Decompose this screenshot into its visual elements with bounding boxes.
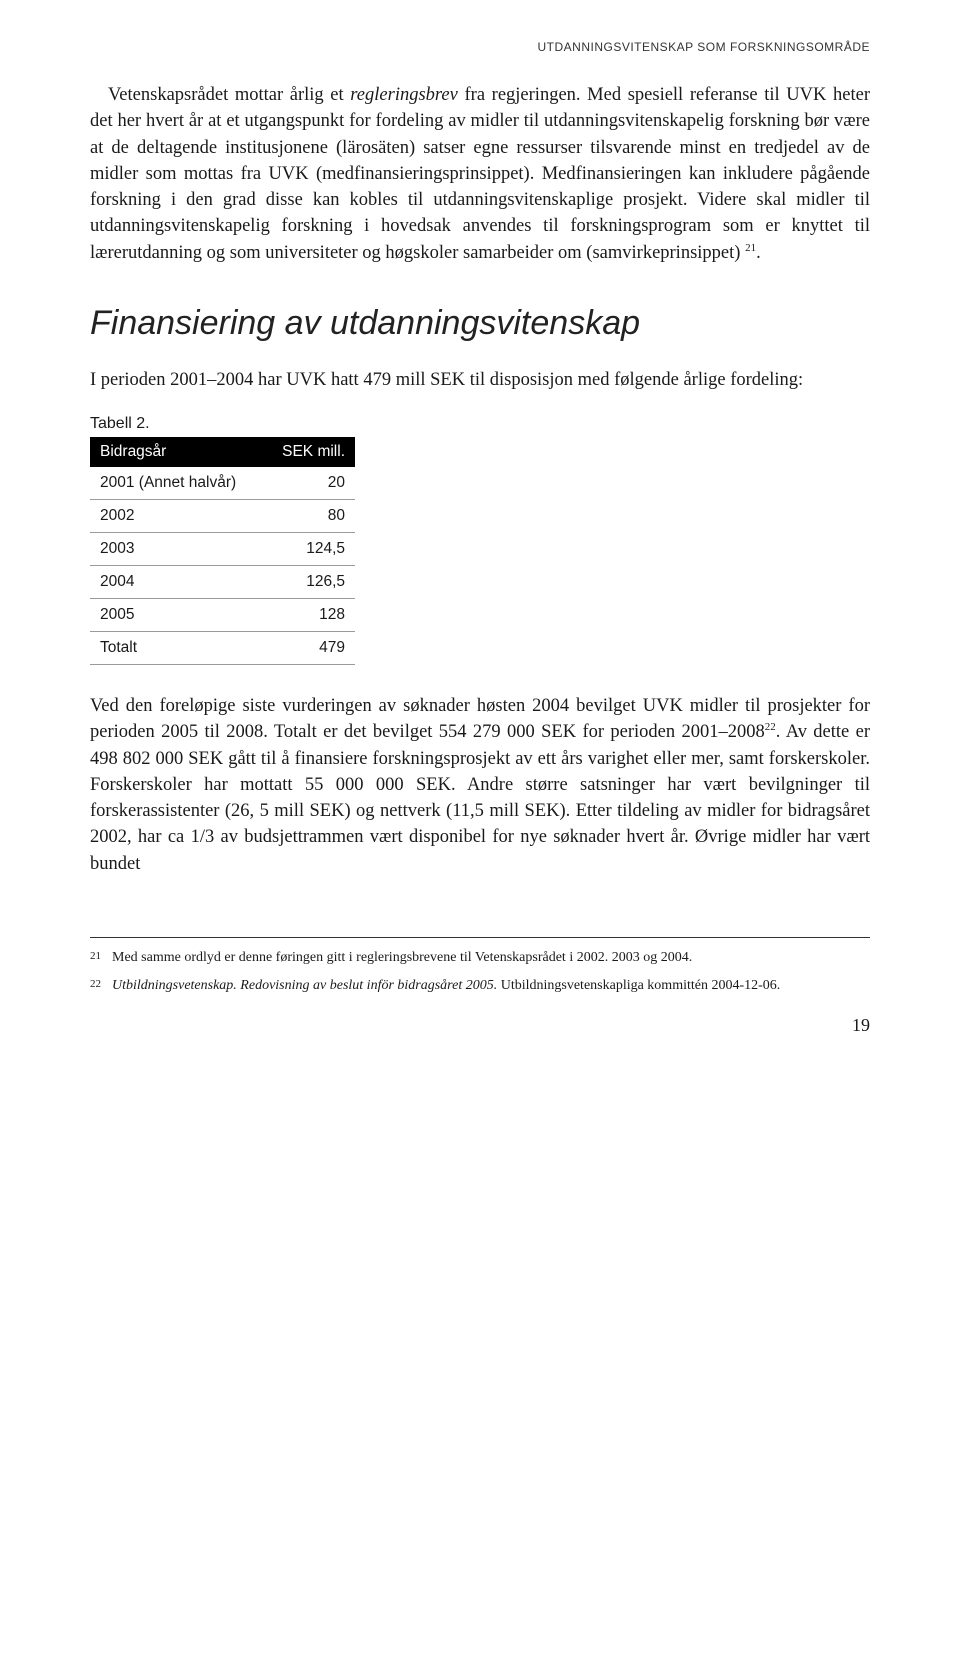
cell: 2004	[90, 566, 265, 599]
p1-end: .	[756, 243, 761, 263]
footnote-number: 22	[90, 976, 112, 996]
paragraph-2: Ved den foreløpige siste vurderingen av …	[90, 693, 870, 877]
p2-a: Ved den foreløpige siste vurderingen av …	[90, 696, 870, 742]
p2-b: . Av dette er 498 802 000 SEK gått til å…	[90, 722, 870, 873]
cell: 479	[265, 632, 355, 665]
cell: 124,5	[265, 533, 355, 566]
cell: 126,5	[265, 566, 355, 599]
table-label: Tabell 2.	[90, 415, 870, 433]
cell: 128	[265, 599, 355, 632]
p1-italic: regleringsbrev	[350, 85, 458, 105]
footnote-rest: Utbildningsvetenskapliga kommittén 2004-…	[497, 978, 780, 993]
cell: 20	[265, 467, 355, 500]
table-row: Totalt479	[90, 632, 355, 665]
cell: 2003	[90, 533, 265, 566]
footnote-italic: Utbildningsvetenskap. Redovisning av bes…	[112, 978, 497, 993]
table-row: 200280	[90, 500, 355, 533]
paragraph-1: Vetenskapsrådet mottar årlig et reglerin…	[90, 82, 870, 266]
table-row: 2005128	[90, 599, 355, 632]
p1-rest: fra regjeringen. Med spesiell referanse …	[90, 85, 870, 263]
cell: 80	[265, 500, 355, 533]
cell: Totalt	[90, 632, 265, 665]
page-number: 19	[90, 1015, 870, 1036]
table-row: 2003124,5	[90, 533, 355, 566]
table-row: 2001 (Annet halvår)20	[90, 467, 355, 500]
footnotes: 21 Med samme ordlyd er denne føringen gi…	[90, 937, 870, 997]
cell: 2001 (Annet halvår)	[90, 467, 265, 500]
page-header-caps: UTDANNINGSVITENSKAP SOM FORSKNINGSOMRÅDE	[90, 40, 870, 54]
cell: 2005	[90, 599, 265, 632]
footnote: 22 Utbildningsvetenskap. Redovisning av …	[90, 976, 870, 996]
p1-lead: Vetenskapsrådet mottar årlig et	[108, 85, 350, 105]
footnote-text: Utbildningsvetenskap. Redovisning av bes…	[112, 976, 870, 996]
p2-sup: 22	[765, 721, 776, 733]
p1-sup: 21	[745, 241, 756, 253]
col-header-1: SEK mill.	[265, 437, 355, 467]
intro-paragraph: I perioden 2001–2004 har UVK hatt 479 mi…	[90, 367, 870, 393]
section-heading: Finansiering av utdanningsvitenskap	[90, 304, 870, 343]
footnote-text: Med samme ordlyd er denne føringen gitt …	[112, 948, 870, 968]
footnote: 21 Med samme ordlyd er denne føringen gi…	[90, 948, 870, 968]
funding-table: Bidragsår SEK mill. 2001 (Annet halvår)2…	[90, 437, 355, 665]
cell: 2002	[90, 500, 265, 533]
table-header-row: Bidragsår SEK mill.	[90, 437, 355, 467]
footnote-number: 21	[90, 948, 112, 968]
table-row: 2004126,5	[90, 566, 355, 599]
col-header-0: Bidragsår	[90, 437, 265, 467]
